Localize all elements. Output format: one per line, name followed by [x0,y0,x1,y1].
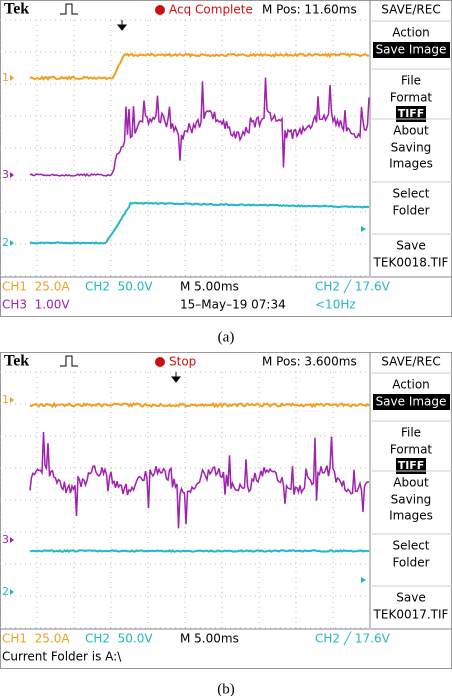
status-text: CH1 25.0A [2,280,70,294]
menu-text: Save Image [376,395,447,409]
status-text: CH2 50.0V [85,280,153,294]
channel-marker: 3 [2,533,9,546]
page: Tek Acq Complete M Pos: 11.60ms 1 3 2 SAVE/REC… [0,0,452,700]
channel-marker: 2 [2,236,9,249]
menu-text: TEK0018.TIF [373,256,449,270]
menu-text: Save [396,591,425,605]
menu-text: Select [392,187,429,201]
channel-marker: 2 [2,585,9,598]
menu-text: Images [389,157,433,171]
scope-panel: Tek Stop M Pos: 3.600ms 1 3 2 SAVE/REC Action Sa… [0,352,452,696]
menu-text: Save Image [376,43,447,57]
menu-text: About [393,124,429,138]
menu-text: Saving [391,493,432,507]
menu-text: TIFF [398,107,425,120]
status-text: Current Folder is A:\ [2,650,122,664]
status-text: CH2 ╱ 17.6V [315,279,391,294]
run-status: Stop [169,355,196,369]
menu-title: SAVE/REC [381,3,440,17]
menu-text: Action [392,26,430,40]
status-text: CH2 ╱ 17.6V [315,631,391,646]
status-dot [155,357,165,367]
menu-text: Format [390,91,433,105]
status-text: CH3 1.00V [2,298,70,312]
menu-text: File [401,426,421,440]
menu-text: File [401,74,421,88]
brand: Tek [4,353,29,370]
status-text: 15–May–19 07:34 [180,298,286,312]
menu-text: Images [389,509,433,523]
menu-text: Action [392,378,430,392]
run-status: Acq Complete [169,3,253,17]
menu-text: Save [396,239,425,253]
caption: (a) [218,329,235,345]
menu-text: TIFF [398,459,425,472]
menu-text: Saving [391,141,432,155]
brand: Tek [4,1,29,18]
menu-text: About [393,476,429,490]
status-text: M 5.00ms [180,632,239,646]
scope-panel: Tek Acq Complete M Pos: 11.60ms 1 3 2 SAVE/REC… [0,0,452,345]
status-text: M 5.00ms [180,280,239,294]
status-dot [155,5,165,15]
figure: Tek Acq Complete M Pos: 11.60ms 1 3 2 SAVE/REC… [0,0,452,696]
menu-text: Folder [392,556,429,570]
caption: (b) [217,681,235,696]
status-text: CH1 25.0A [2,632,70,646]
channel-marker: 3 [2,168,9,181]
menu-text: Folder [392,204,429,218]
position: M Pos: 3.600ms [262,355,357,369]
channel-marker: 1 [2,71,9,84]
position: M Pos: 11.60ms [262,3,357,17]
status-text: CH2 50.0V [85,632,153,646]
menu-text: Select [392,539,429,553]
menu-text: Format [390,443,433,457]
status-text: <10Hz [315,298,356,312]
menu-text: TEK0017.TIF [373,608,449,622]
menu-title: SAVE/REC [381,355,440,369]
channel-marker: 1 [2,393,9,406]
